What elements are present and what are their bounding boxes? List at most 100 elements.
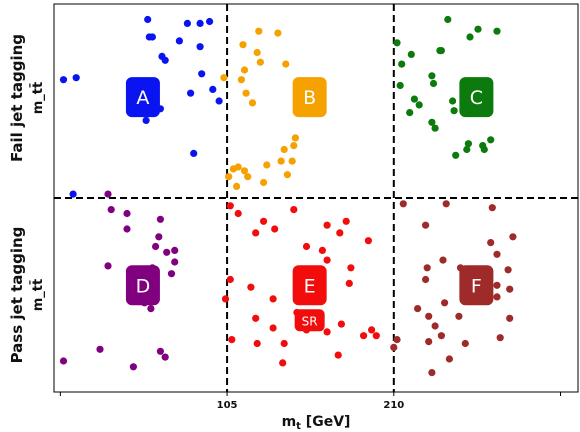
point-4-12 [323, 256, 331, 264]
point-4-27 [360, 332, 368, 340]
point-0-16 [142, 116, 150, 124]
region-box-A [125, 77, 160, 118]
point-5-18 [455, 312, 463, 320]
point-5-16 [414, 305, 422, 313]
point-5-27 [445, 355, 453, 363]
y-label-top-sub: m_tt̄ [30, 82, 46, 114]
point-4-6 [323, 221, 331, 229]
y-label-bottom: Pass jet tagging [8, 227, 26, 364]
region-label-A: A [136, 87, 149, 109]
point-4-33 [279, 359, 287, 367]
point-3-14 [147, 305, 155, 313]
point-4-26 [368, 326, 376, 334]
point-1-10 [248, 99, 257, 107]
point-2-8 [398, 60, 406, 68]
point-4-19 [221, 295, 230, 303]
point-3-12 [167, 270, 176, 278]
y-label-bottom-sub: m_tt̄ [30, 279, 46, 311]
x-ticks: 105 210 [59, 392, 562, 411]
point-3-5 [155, 233, 163, 241]
y-label-top-main: Fail jet tagging [8, 34, 26, 162]
y-label-bottom-sub-group: m_tt̄ [30, 279, 46, 311]
region-sublabel-E: SR [302, 314, 318, 328]
point-3-9 [171, 258, 179, 266]
point-2-18 [431, 124, 439, 132]
point-1-15 [288, 157, 296, 165]
point-1-7 [220, 74, 228, 82]
point-4-11 [318, 246, 326, 254]
point-5-17 [425, 312, 433, 320]
point-1-22 [283, 171, 291, 179]
point-1-6 [282, 60, 290, 68]
point-4-28 [372, 332, 380, 340]
point-2-24 [452, 151, 460, 159]
data-points [59, 15, 517, 377]
point-5-10 [504, 266, 512, 274]
dividers [54, 4, 578, 392]
point-5-21 [437, 332, 445, 340]
point-5-3 [422, 221, 430, 229]
region-sub-box-E [294, 309, 325, 332]
point-3-2 [123, 209, 131, 218]
region-box-D [125, 265, 160, 306]
point-5-15 [441, 299, 449, 307]
point-4-7 [342, 217, 350, 225]
point-2-15 [450, 107, 458, 115]
point-1-8 [237, 76, 245, 84]
point-2-17 [428, 118, 436, 126]
point-1-24 [233, 182, 241, 190]
point-3-17 [161, 353, 169, 361]
point-0-3 [206, 17, 214, 26]
point-4-14 [345, 279, 353, 287]
point-3-3 [123, 225, 131, 233]
point-2-19 [487, 136, 495, 144]
point-1-14 [277, 157, 285, 165]
point-5-11 [422, 275, 430, 284]
region-label-B: B [303, 87, 316, 109]
point-1-0 [255, 27, 263, 35]
point-2-7 [436, 47, 444, 55]
point-5-7 [439, 256, 447, 264]
point-0-5 [148, 33, 156, 41]
point-3-7 [163, 248, 171, 256]
point-5-28 [428, 369, 436, 377]
point-1-13 [280, 145, 288, 154]
point-4-8 [336, 229, 344, 237]
point-3-1 [107, 206, 115, 214]
point-1-21 [244, 173, 252, 181]
point-4-2 [290, 206, 298, 214]
point-5-6 [493, 250, 501, 258]
region-box-E [292, 265, 327, 306]
point-0-1 [183, 19, 191, 27]
point-0-7 [196, 43, 204, 51]
region-box-F [459, 265, 494, 306]
point-1-11 [291, 134, 299, 142]
point-4-16 [247, 283, 255, 291]
point-2-20 [464, 140, 472, 148]
point-3-0 [104, 190, 112, 198]
point-5-1 [442, 200, 450, 208]
point-4-32 [334, 351, 342, 359]
point-0-15 [187, 89, 195, 97]
point-0-12 [72, 74, 80, 82]
point-4-30 [253, 339, 261, 348]
point-4-9 [364, 237, 372, 245]
x-tick-label-0: 105 [217, 400, 238, 411]
point-3-4 [156, 215, 164, 223]
point-4-25 [323, 328, 331, 336]
point-4-10 [302, 242, 311, 251]
point-4-18 [269, 295, 277, 303]
y-label-bottom-main: Pass jet tagging [8, 227, 26, 364]
point-4-4 [271, 225, 279, 233]
point-5-25 [393, 336, 401, 344]
point-1-18 [234, 163, 242, 171]
point-2-2 [493, 27, 501, 35]
point-0-10 [198, 70, 206, 78]
y-label-top: Fail jet tagging [8, 34, 26, 162]
point-1-3 [253, 48, 261, 57]
point-3-8 [171, 246, 179, 254]
point-1-20 [225, 173, 233, 181]
point-5-8 [423, 264, 431, 272]
region-label-F: F [471, 275, 482, 297]
point-0-6 [175, 37, 183, 45]
